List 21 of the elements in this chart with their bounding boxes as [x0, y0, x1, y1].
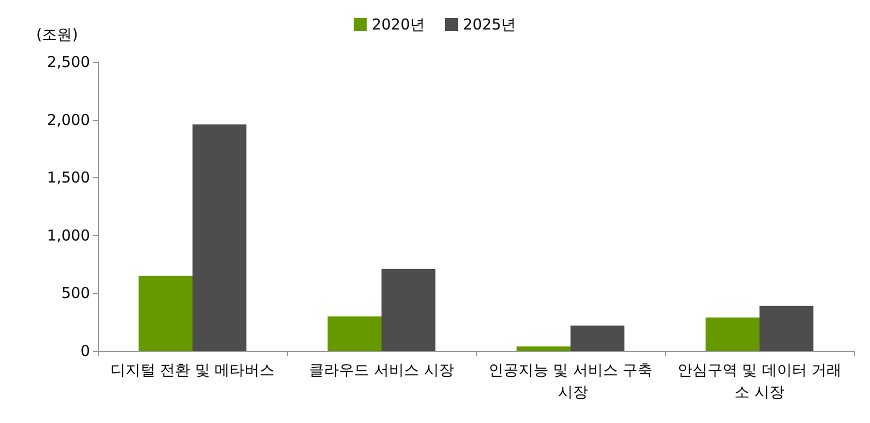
bar	[382, 268, 436, 351]
x-tick-label: 클라우드 서비스 시장	[309, 361, 454, 379]
bar	[192, 124, 246, 351]
y-tick-label: 500	[61, 284, 90, 302]
y-tick-label: 2,000	[47, 110, 90, 129]
legend-label: 2020년	[372, 16, 426, 34]
x-tick-label: 디지털 전환 및 메타버스	[110, 361, 275, 379]
y-tick-label: 0	[80, 342, 90, 360]
bar	[516, 346, 570, 351]
bar	[138, 276, 192, 351]
y-tick-label: 2,500	[47, 53, 90, 71]
bar	[570, 326, 624, 351]
bar	[760, 306, 814, 351]
y-tick-label: 1,500	[47, 168, 90, 187]
bar	[328, 316, 382, 351]
y-tick-label: 1,000	[47, 226, 90, 244]
x-tick-label: 안심구역 및 데이터 거래소 시장	[677, 361, 842, 401]
bar	[706, 317, 760, 351]
legend-label: 2025년	[463, 16, 516, 34]
y-axis-title: (조원)	[36, 26, 78, 44]
x-tick-label: 인공지능 및 서비스 구축 시장	[488, 361, 653, 401]
